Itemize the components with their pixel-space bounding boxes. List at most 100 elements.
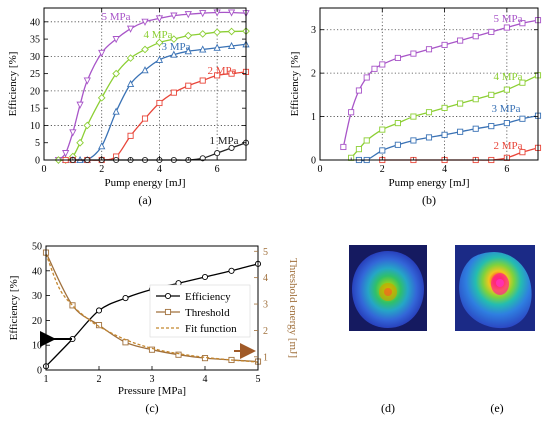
chart-c-series [42, 249, 262, 370]
series-line [358, 115, 539, 162]
x-tick-label: 4 [157, 164, 162, 175]
data-point [76, 138, 84, 147]
chart-a-panel-label: (a) [138, 193, 151, 207]
y-tick-label: 1 [311, 112, 316, 123]
data-point [185, 82, 192, 89]
data-point [379, 126, 386, 133]
chart-a-frame [43, 7, 247, 161]
y-tick-label: 10 [32, 341, 42, 352]
data-point [155, 38, 164, 47]
data-point [184, 11, 192, 19]
data-point [148, 346, 156, 353]
series-5-mpa [54, 9, 250, 165]
chart-b: 5 MPa 4 MPa 3 MPa 2 MPa 0 2 4 6 0 1 2 3 Pump energ… [289, 7, 542, 207]
data-point [156, 99, 163, 107]
data-point [519, 149, 526, 156]
data-point [363, 137, 370, 144]
data-point [355, 87, 362, 94]
y-tick-label: 0 [35, 156, 40, 167]
series-4-mpa [348, 72, 542, 161]
data-point [488, 123, 495, 130]
y-tick-label: 30 [30, 52, 40, 63]
series-line [45, 253, 259, 363]
y-tick-label: 25 [30, 69, 40, 80]
data-point [170, 50, 178, 58]
data-point [503, 86, 510, 93]
series-line [57, 11, 247, 161]
data-point [363, 74, 370, 81]
data-point [457, 100, 464, 107]
data-point [112, 69, 120, 78]
data-point [175, 351, 182, 358]
data-point [410, 113, 417, 120]
data-point [126, 79, 135, 88]
data-point [488, 28, 495, 35]
beam-image-e-center [496, 279, 504, 287]
series-line [342, 19, 539, 148]
data-point [425, 46, 433, 53]
x-tick-label: 3 [150, 374, 155, 385]
data-point [62, 150, 70, 158]
series-line [58, 30, 247, 161]
data-point [472, 33, 479, 40]
data-point [519, 20, 526, 27]
y2-tick-label: 5 [263, 247, 268, 258]
series-line [65, 71, 247, 161]
legend-entry: Threshold [156, 307, 230, 319]
data-point [127, 132, 134, 139]
series-label: 4 MPa [493, 71, 522, 83]
data-point [126, 54, 135, 62]
y-tick-label: 0 [37, 366, 42, 377]
panel-label-d: (d) [381, 401, 395, 415]
data-point [184, 31, 193, 40]
data-point [227, 27, 236, 36]
data-point [141, 66, 149, 74]
data-point [184, 47, 192, 55]
series-label: 1 MPa [209, 135, 238, 147]
legend-label: Fit function [185, 323, 237, 335]
data-point [112, 107, 120, 115]
data-point [472, 125, 479, 132]
beam-image-e: (e) [455, 245, 535, 415]
data-point [214, 72, 221, 79]
data-point [519, 79, 526, 86]
chart-c-ylabel: Efficiency [%] [8, 276, 20, 341]
data-point [76, 101, 84, 109]
data-point [112, 36, 120, 44]
y-tick-label: 5 [35, 138, 40, 149]
data-point [122, 295, 129, 302]
data-point [213, 43, 221, 51]
data-point [394, 54, 401, 61]
chart-c-xlabel: Pressure [MPa] [118, 385, 186, 397]
data-point [155, 15, 164, 23]
chart-b-frame [319, 7, 539, 161]
x-tick-label: 5 [256, 374, 261, 385]
y-tick-label: 30 [32, 291, 42, 302]
data-point [69, 129, 77, 137]
data-point [441, 104, 448, 111]
data-point [201, 273, 209, 281]
x-tick-label: 2 [99, 164, 104, 175]
data-point [227, 9, 236, 17]
legend-entry: Efficiency [156, 291, 231, 303]
y2-tick-label: 1 [263, 352, 268, 363]
data-point [425, 134, 433, 141]
data-point [69, 302, 76, 309]
data-point [126, 25, 135, 33]
data-point [83, 121, 92, 130]
x-tick-label: 4 [442, 164, 447, 175]
data-point [394, 141, 401, 148]
y-tick-label: 50 [32, 242, 42, 253]
series-label: 2 MPa [493, 140, 522, 152]
data-point [199, 45, 207, 53]
y-tick-label: 10 [30, 121, 40, 132]
y2-tick-label: 4 [263, 273, 268, 284]
x-tick-label: 2 [97, 374, 102, 385]
beam-image-d-center [384, 288, 392, 296]
chart-b-ylabel: Efficiency [%] [289, 52, 301, 117]
series-label: 3 MPa [491, 103, 520, 115]
data-point [95, 307, 103, 314]
series-label: 2 MPa [207, 65, 236, 77]
y-tick-label: 0 [311, 156, 316, 167]
